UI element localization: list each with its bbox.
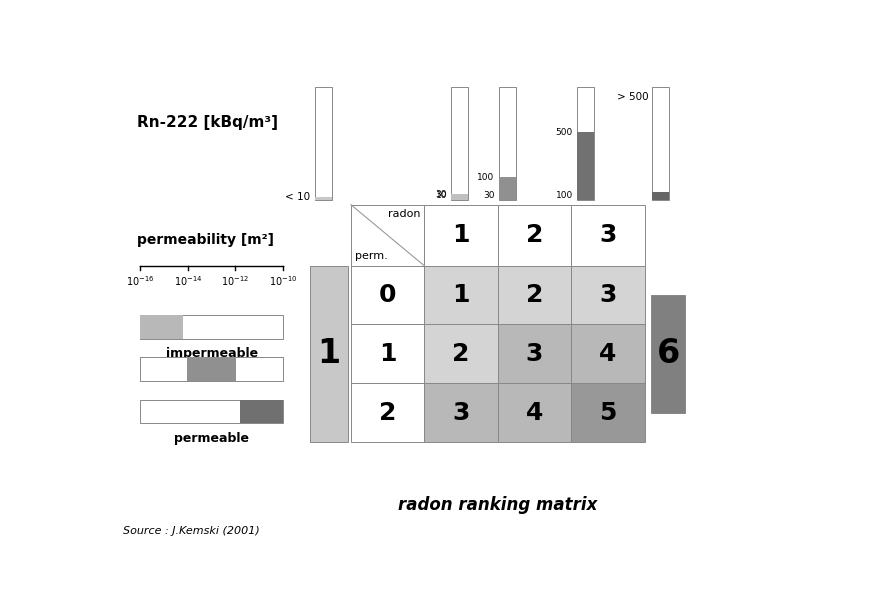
Text: < 10: < 10 [285, 192, 310, 202]
Bar [451, 195, 468, 200]
Bar [451, 87, 468, 200]
Bar [140, 357, 283, 381]
Bar [652, 295, 685, 412]
Text: $10^{-16}$: $10^{-16}$ [126, 274, 154, 288]
Bar [351, 266, 424, 325]
Text: 100: 100 [555, 191, 573, 200]
Bar [424, 266, 498, 325]
Text: 3: 3 [453, 401, 470, 425]
Text: radon ranking matrix: radon ranking matrix [398, 497, 597, 514]
Bar [351, 383, 424, 442]
Bar [240, 400, 283, 423]
Bar [315, 87, 332, 200]
Text: 4: 4 [525, 401, 543, 425]
Text: permeability [m²]: permeability [m²] [137, 233, 274, 247]
Text: $10^{-10}$: $10^{-10}$ [268, 274, 297, 288]
Bar [315, 197, 332, 200]
Text: 10: 10 [436, 191, 447, 200]
Text: perm.: perm. [355, 251, 388, 261]
Text: 5: 5 [599, 401, 617, 425]
Text: 3: 3 [599, 223, 617, 247]
Text: 30: 30 [436, 190, 447, 199]
Text: impermeable: impermeable [166, 347, 258, 360]
Bar [424, 383, 498, 442]
Text: 3: 3 [599, 283, 617, 307]
Text: 100: 100 [477, 173, 495, 182]
Bar [140, 315, 183, 339]
Bar [424, 205, 498, 266]
Text: 1: 1 [453, 283, 470, 307]
Bar [498, 325, 571, 383]
Bar [498, 266, 571, 325]
Bar [498, 205, 571, 266]
Text: 1: 1 [379, 342, 396, 366]
Text: Source : J.Kemski (2001): Source : J.Kemski (2001) [123, 526, 260, 536]
Text: Rn-222 [kBq/m³]: Rn-222 [kBq/m³] [137, 115, 278, 130]
Bar [351, 325, 424, 383]
Bar [577, 87, 594, 200]
Bar [571, 325, 645, 383]
Bar [652, 87, 668, 200]
Bar [310, 266, 347, 442]
Text: 2: 2 [379, 401, 396, 425]
Text: $10^{-12}$: $10^{-12}$ [221, 274, 249, 288]
Text: 3: 3 [525, 342, 543, 366]
Text: 1: 1 [453, 223, 470, 247]
Bar [351, 205, 424, 266]
Text: 6: 6 [657, 337, 680, 370]
Text: radon: radon [388, 209, 420, 220]
Bar [499, 87, 516, 200]
Bar [571, 383, 645, 442]
Bar [499, 178, 516, 200]
Bar [577, 132, 594, 200]
Text: 30: 30 [483, 191, 495, 200]
Text: 2: 2 [525, 283, 543, 307]
Bar [652, 192, 668, 200]
Text: $10^{-14}$: $10^{-14}$ [174, 274, 202, 288]
Bar [140, 400, 283, 423]
Bar [424, 325, 498, 383]
Text: > 500: > 500 [617, 92, 648, 102]
Text: 2: 2 [525, 223, 543, 247]
Bar [140, 315, 283, 339]
Text: permeable: permeable [174, 432, 249, 445]
Bar [188, 357, 236, 381]
Text: 2: 2 [453, 342, 470, 366]
Bar [571, 266, 645, 325]
Text: 0: 0 [379, 283, 396, 307]
Text: 500: 500 [555, 128, 573, 137]
Bar [498, 383, 571, 442]
Text: 1: 1 [317, 337, 340, 370]
Text: 4: 4 [599, 342, 617, 366]
Bar [571, 205, 645, 266]
